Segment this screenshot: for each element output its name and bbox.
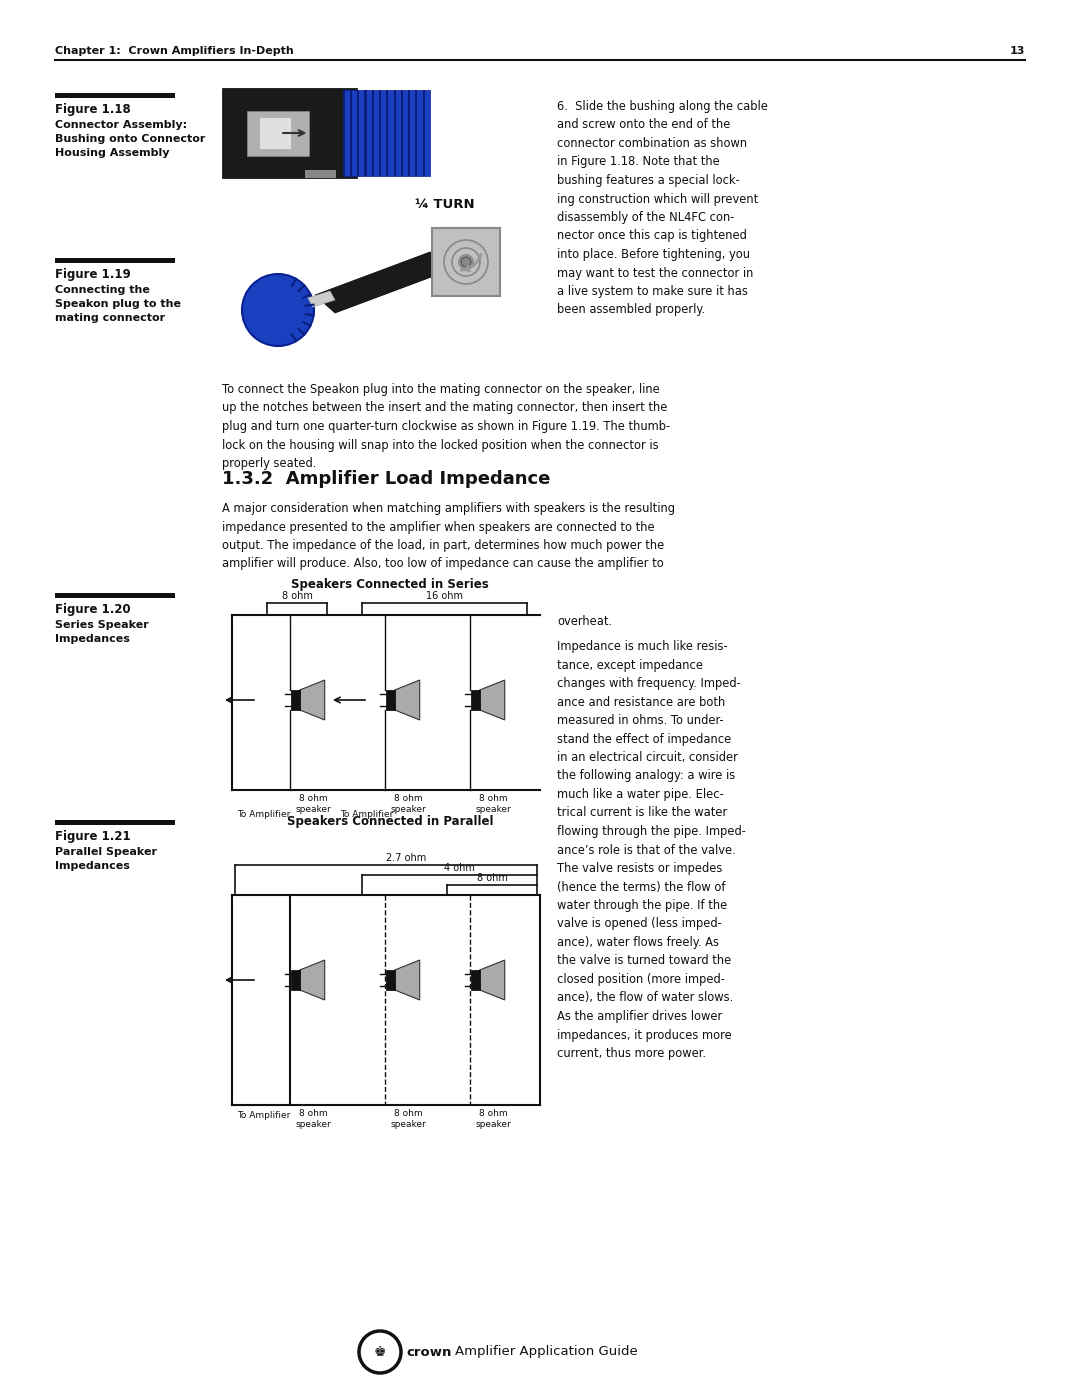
Text: To Amplifier: To Amplifier: [237, 1111, 291, 1120]
Text: 8 ohm
speaker: 8 ohm speaker: [295, 793, 330, 814]
FancyBboxPatch shape: [55, 592, 175, 598]
Text: To Amplifier: To Amplifier: [237, 810, 291, 819]
Text: Connector Assembly:
Bushing onto Connector
Housing Assembly: Connector Assembly: Bushing onto Connect…: [55, 120, 205, 158]
Text: To connect the Speakon plug into the mating connector on the speaker, line
up th: To connect the Speakon plug into the mat…: [222, 383, 670, 469]
Text: ♚: ♚: [374, 1345, 387, 1359]
FancyBboxPatch shape: [259, 117, 291, 149]
FancyBboxPatch shape: [387, 89, 389, 176]
Text: 16 ohm: 16 ohm: [426, 591, 463, 601]
Text: 8 ohm
speaker: 8 ohm speaker: [390, 1109, 426, 1129]
FancyBboxPatch shape: [386, 970, 394, 990]
Text: Connecting the
Speakon plug to the
mating connector: Connecting the Speakon plug to the matin…: [55, 285, 181, 323]
Text: Impedance is much like resis-
tance, except impedance
changes with frequency. Im: Impedance is much like resis- tance, exc…: [557, 640, 746, 1060]
FancyBboxPatch shape: [372, 89, 374, 176]
Text: 8 ohm: 8 ohm: [282, 591, 312, 601]
Ellipse shape: [242, 274, 314, 346]
FancyBboxPatch shape: [55, 94, 175, 98]
Polygon shape: [315, 251, 450, 313]
Polygon shape: [308, 291, 335, 307]
Ellipse shape: [359, 1331, 401, 1373]
Text: Series Speaker
Impedances: Series Speaker Impedances: [55, 620, 149, 644]
Circle shape: [461, 257, 471, 267]
FancyBboxPatch shape: [422, 89, 424, 176]
FancyBboxPatch shape: [471, 970, 480, 990]
Polygon shape: [299, 960, 325, 1000]
Polygon shape: [394, 680, 420, 719]
FancyBboxPatch shape: [247, 110, 309, 155]
FancyBboxPatch shape: [291, 690, 299, 710]
FancyBboxPatch shape: [401, 89, 403, 176]
Polygon shape: [299, 680, 325, 719]
Text: 8 ohm
speaker: 8 ohm speaker: [475, 1109, 511, 1129]
FancyBboxPatch shape: [291, 970, 299, 990]
Text: Figure 1.21: Figure 1.21: [55, 830, 131, 842]
Text: Chapter 1:  Crown Amplifiers In-Depth: Chapter 1: Crown Amplifiers In-Depth: [55, 46, 294, 56]
Text: 6.  Slide the bushing along the cable
and screw onto the end of the
connector co: 6. Slide the bushing along the cable and…: [557, 101, 768, 317]
Text: crown: crown: [406, 1345, 451, 1358]
Text: 8 ohm
speaker: 8 ohm speaker: [390, 793, 426, 814]
Text: Figure 1.20: Figure 1.20: [55, 604, 131, 616]
FancyBboxPatch shape: [432, 228, 500, 296]
Text: 8 ohm
speaker: 8 ohm speaker: [475, 793, 511, 814]
FancyBboxPatch shape: [393, 89, 395, 176]
Text: Speakers Connected in Series: Speakers Connected in Series: [292, 578, 489, 591]
Text: Parallel Speaker
Impedances: Parallel Speaker Impedances: [55, 847, 157, 870]
Text: Speakers Connected in Parallel: Speakers Connected in Parallel: [287, 814, 494, 828]
FancyBboxPatch shape: [471, 690, 480, 710]
Text: Figure 1.19: Figure 1.19: [55, 268, 131, 281]
Polygon shape: [480, 960, 504, 1000]
Polygon shape: [480, 680, 504, 719]
Text: 4 ohm: 4 ohm: [444, 863, 475, 873]
Text: To Amplifier: To Amplifier: [340, 810, 393, 819]
Text: overheat.: overheat.: [557, 615, 612, 629]
FancyBboxPatch shape: [416, 89, 418, 176]
Text: 1.3.2  Amplifier Load Impedance: 1.3.2 Amplifier Load Impedance: [222, 469, 551, 488]
FancyBboxPatch shape: [55, 820, 175, 826]
FancyBboxPatch shape: [222, 88, 357, 177]
FancyBboxPatch shape: [350, 89, 352, 176]
Text: 2.7 ohm: 2.7 ohm: [386, 854, 427, 863]
FancyBboxPatch shape: [357, 89, 360, 176]
Text: Amplifier Application Guide: Amplifier Application Guide: [455, 1345, 638, 1358]
FancyBboxPatch shape: [342, 89, 430, 176]
FancyBboxPatch shape: [364, 89, 366, 176]
Text: 8 ohm: 8 ohm: [476, 873, 508, 883]
FancyBboxPatch shape: [408, 89, 410, 176]
Text: Figure 1.18: Figure 1.18: [55, 103, 131, 116]
Text: ¼ TURN: ¼ TURN: [415, 198, 474, 211]
FancyBboxPatch shape: [379, 89, 381, 176]
Polygon shape: [394, 960, 420, 1000]
Text: 13: 13: [1010, 46, 1025, 56]
FancyBboxPatch shape: [55, 258, 175, 263]
FancyBboxPatch shape: [386, 690, 394, 710]
Text: 8 ohm
speaker: 8 ohm speaker: [295, 1109, 330, 1129]
FancyBboxPatch shape: [342, 89, 345, 176]
Text: A major consideration when matching amplifiers with speakers is the resulting
im: A major consideration when matching ampl…: [222, 502, 675, 570]
FancyBboxPatch shape: [306, 170, 336, 177]
